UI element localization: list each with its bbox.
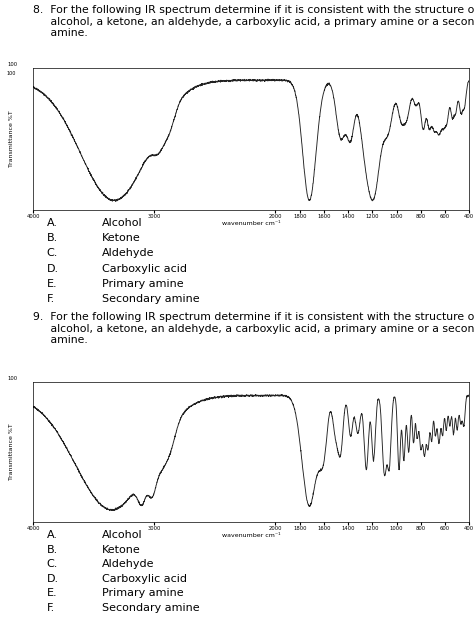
Text: Alcohol: Alcohol [102, 530, 143, 540]
Text: D.: D. [46, 263, 59, 274]
Text: Primary amine: Primary amine [102, 588, 183, 598]
Text: F.: F. [46, 603, 55, 612]
Text: 100: 100 [7, 376, 17, 381]
Text: Secondary amine: Secondary amine [102, 294, 200, 304]
Text: E.: E. [46, 279, 57, 289]
Text: Carboxylic acid: Carboxylic acid [102, 574, 187, 583]
X-axis label: wavenumber cm⁻¹: wavenumber cm⁻¹ [222, 221, 281, 226]
Text: C.: C. [46, 248, 58, 258]
Text: Secondary amine: Secondary amine [102, 603, 200, 612]
Text: 100: 100 [7, 62, 17, 67]
Text: A.: A. [46, 530, 57, 540]
Text: F.: F. [46, 294, 55, 304]
Text: Primary amine: Primary amine [102, 279, 183, 289]
Text: Carboxylic acid: Carboxylic acid [102, 263, 187, 274]
Y-axis label: Transmittance %T: Transmittance %T [9, 423, 14, 480]
X-axis label: wavenumber cm⁻¹: wavenumber cm⁻¹ [222, 533, 281, 538]
Text: Aldehyde: Aldehyde [102, 559, 155, 569]
Text: 8.  For the following IR spectrum determine if it is consistent with the structu: 8. For the following IR spectrum determi… [33, 5, 474, 38]
Y-axis label: Transmittance %T: Transmittance %T [9, 111, 14, 167]
Text: Alcohol: Alcohol [102, 218, 143, 228]
Text: B.: B. [46, 544, 58, 554]
Text: B.: B. [46, 233, 58, 243]
Text: A.: A. [46, 218, 57, 228]
Text: Ketone: Ketone [102, 544, 141, 554]
Text: 100: 100 [6, 71, 16, 76]
Text: E.: E. [46, 588, 57, 598]
Text: C.: C. [46, 559, 58, 569]
Text: 9.  For the following IR spectrum determine if it is consistent with the structu: 9. For the following IR spectrum determi… [33, 312, 474, 345]
Text: Aldehyde: Aldehyde [102, 248, 155, 258]
Text: D.: D. [46, 574, 59, 583]
Text: Ketone: Ketone [102, 233, 141, 243]
